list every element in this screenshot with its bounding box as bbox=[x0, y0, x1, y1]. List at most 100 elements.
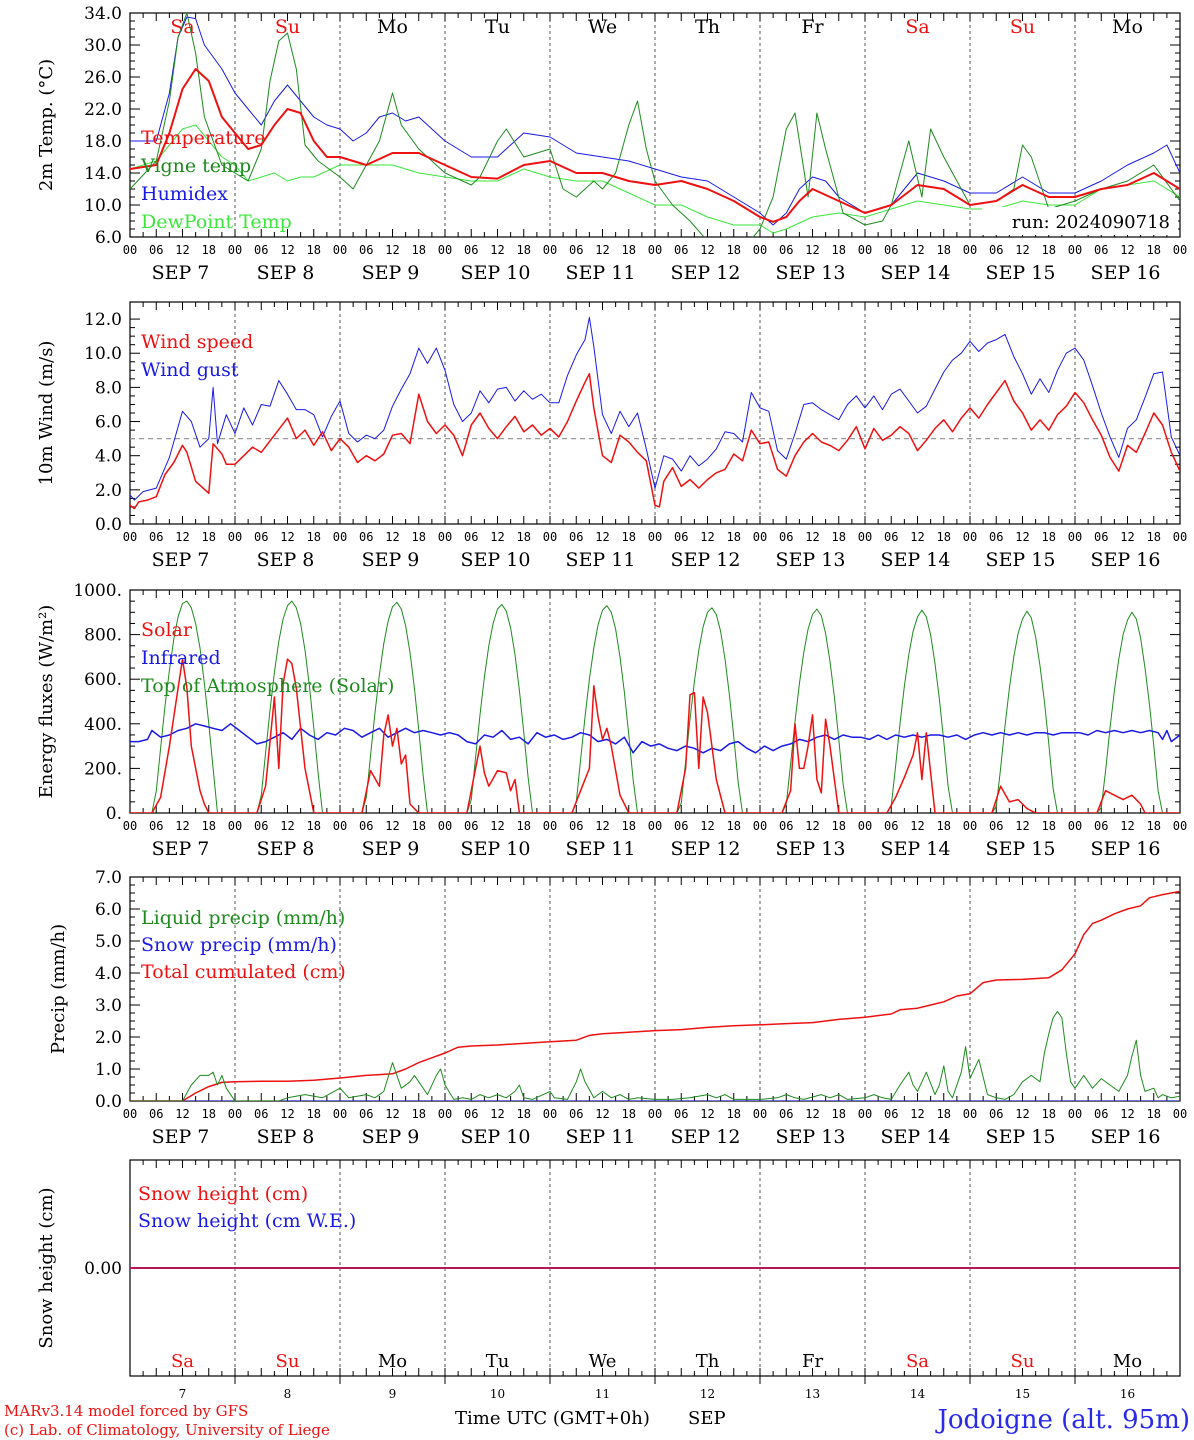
y-tick-label: 0.0 bbox=[95, 1092, 122, 1112]
legend-entry: Wind gust bbox=[141, 359, 239, 381]
x-hour-label: 00 bbox=[753, 1107, 767, 1121]
legend-entry: Total cumulated (cm) bbox=[141, 961, 346, 983]
x-hour-label: 18 bbox=[1147, 530, 1161, 544]
x-date-label: SEP 15 bbox=[986, 1126, 1056, 1148]
x-hour-label: 00 bbox=[1173, 1107, 1187, 1121]
x-hour-label: 18 bbox=[202, 530, 216, 544]
x-date-label: SEP 13 bbox=[776, 1126, 846, 1148]
legend-entry: Infrared bbox=[141, 647, 221, 669]
day-abbr-label: Sa bbox=[905, 16, 929, 38]
x-hour-label: 00 bbox=[648, 243, 662, 257]
day-abbr-label: Mo bbox=[1113, 1351, 1142, 1372]
x-hour-label: 00 bbox=[1068, 819, 1082, 833]
x-hour-label: 18 bbox=[622, 1107, 636, 1121]
footer-lab-credit: (c) Lab. of Climatology, University of L… bbox=[4, 1421, 330, 1439]
x-date-label: SEP 13 bbox=[776, 838, 846, 860]
x-hour-label: 00 bbox=[228, 530, 242, 544]
y-axis-label: Precip (mm/h) bbox=[48, 924, 69, 1054]
x-hour-label: 06 bbox=[569, 1107, 583, 1121]
x-date-label: SEP 10 bbox=[461, 1126, 531, 1148]
x-hour-label: 06 bbox=[359, 819, 373, 833]
x-hour-label: 18 bbox=[937, 819, 951, 833]
x-hour-label: 06 bbox=[359, 530, 373, 544]
x-hour-label: 06 bbox=[149, 243, 163, 257]
day-number-label: 8 bbox=[284, 1387, 292, 1401]
x-hour-label: 06 bbox=[464, 243, 478, 257]
x-hour-label: 06 bbox=[254, 1107, 268, 1121]
y-tick-label: 4.0 bbox=[95, 964, 122, 984]
x-hour-label: 18 bbox=[1147, 1107, 1161, 1121]
x-date-label: SEP 9 bbox=[362, 1126, 420, 1148]
panel-temp: 6.0 10.0 14.0 18.0 22.0 26.0 30.0 34.0 2m Temp. … bbox=[36, 4, 1187, 284]
x-hour-label: 18 bbox=[202, 819, 216, 833]
x-hour-label: 18 bbox=[727, 530, 741, 544]
x-hour-label: 12 bbox=[385, 530, 399, 544]
x-hour-label: 06 bbox=[254, 819, 268, 833]
day-abbr-label: Tu bbox=[486, 1351, 510, 1372]
x-hour-label: 00 bbox=[333, 819, 347, 833]
y-tick-label: 200. bbox=[84, 759, 122, 779]
x-hour-label: 12 bbox=[805, 530, 819, 544]
x-date-label: SEP 9 bbox=[362, 838, 420, 860]
series-line bbox=[130, 13, 1180, 237]
x-date-label: SEP 14 bbox=[881, 262, 951, 284]
series-line bbox=[130, 68, 1180, 223]
x-hour-label: 12 bbox=[490, 819, 504, 833]
x-hour-label: 00 bbox=[123, 530, 137, 544]
panel-energy: 0. 200. 400. 600. 800. 1000. Energy fluxes (W/… bbox=[36, 581, 1187, 860]
day-abbr-label: Su bbox=[1010, 16, 1035, 38]
x-hour-label: 12 bbox=[805, 243, 819, 257]
x-hour-label: 06 bbox=[884, 1107, 898, 1121]
y-tick-label: 18.0 bbox=[84, 132, 122, 152]
legend-entry: Snow height (cm) bbox=[138, 1183, 308, 1205]
x-hour-label: 00 bbox=[858, 243, 872, 257]
y-tick-label: 1000. bbox=[73, 581, 122, 601]
day-abbr-label: Sa bbox=[906, 1351, 929, 1372]
x-date-label: SEP 16 bbox=[1091, 838, 1161, 860]
x-hour-label: 00 bbox=[963, 819, 977, 833]
x-hour-label: 06 bbox=[359, 1107, 373, 1121]
y-tick-label: 800. bbox=[84, 626, 122, 646]
x-hour-label: 18 bbox=[832, 530, 846, 544]
day-abbr-label: Su bbox=[275, 16, 300, 38]
x-hour-label: 12 bbox=[1120, 819, 1134, 833]
x-date-label: SEP 15 bbox=[986, 262, 1056, 284]
x-hour-label: 06 bbox=[1094, 243, 1108, 257]
x-hour-label: 06 bbox=[989, 243, 1003, 257]
x-hour-label: 18 bbox=[307, 1107, 321, 1121]
series-group bbox=[130, 890, 1180, 1101]
x-hour-label: 00 bbox=[753, 819, 767, 833]
x-hour-label: 00 bbox=[648, 530, 662, 544]
day-abbr-label: Fr bbox=[802, 1351, 823, 1372]
x-hour-label: 12 bbox=[385, 243, 399, 257]
x-hour-label: 18 bbox=[517, 530, 531, 544]
day-abbr-label: Su bbox=[1011, 1351, 1035, 1372]
x-date-label: SEP 13 bbox=[776, 549, 846, 571]
x-date-label: SEP 12 bbox=[671, 1126, 741, 1148]
x-hour-label: 00 bbox=[963, 530, 977, 544]
x-hour-label: 12 bbox=[595, 1107, 609, 1121]
x-hour-label: 06 bbox=[779, 530, 793, 544]
legend-entry: Liquid precip (mm/h) bbox=[141, 907, 345, 929]
x-hour-label: 18 bbox=[307, 243, 321, 257]
x-hour-label: 00 bbox=[438, 530, 452, 544]
x-hour-label: 00 bbox=[963, 243, 977, 257]
x-hour-label: 06 bbox=[1094, 1107, 1108, 1121]
y-tick-label: 26.0 bbox=[84, 68, 122, 88]
x-hour-label: 06 bbox=[149, 1107, 163, 1121]
x-hour-label: 00 bbox=[123, 819, 137, 833]
y-tick-label: 10.0 bbox=[84, 196, 122, 216]
series-line bbox=[130, 890, 1180, 1101]
y-tick-label: 5.0 bbox=[95, 932, 122, 952]
x-hour-label: 18 bbox=[727, 819, 741, 833]
x-hour-label: 18 bbox=[1042, 819, 1056, 833]
x-hour-label: 06 bbox=[674, 530, 688, 544]
x-hour-label: 12 bbox=[1120, 530, 1134, 544]
x-hour-label: 12 bbox=[385, 1107, 399, 1121]
x-date-label: SEP 7 bbox=[152, 838, 210, 860]
x-hour-label: 18 bbox=[832, 1107, 846, 1121]
x-hour-label: 12 bbox=[1120, 1107, 1134, 1121]
x-hour-label: 00 bbox=[543, 243, 557, 257]
x-hour-label: 12 bbox=[1015, 819, 1029, 833]
x-hour-label: 12 bbox=[490, 243, 504, 257]
